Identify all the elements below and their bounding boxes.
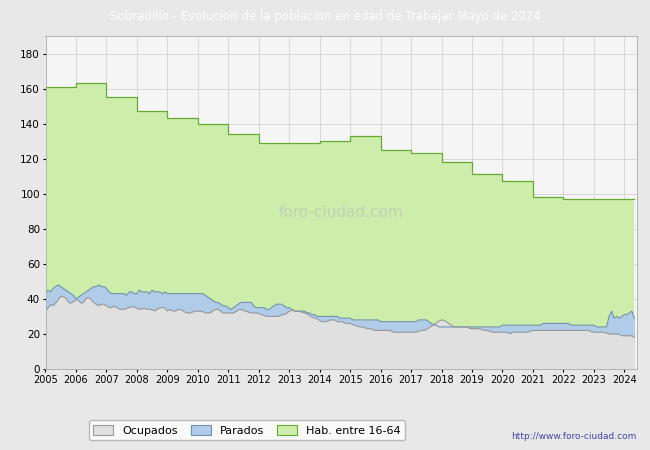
Text: foro-ciudad.com: foro-ciudad.com <box>279 205 404 220</box>
Legend: Ocupados, Parados, Hab. entre 16-64: Ocupados, Parados, Hab. entre 16-64 <box>88 420 406 440</box>
Text: http://www.foro-ciudad.com: http://www.foro-ciudad.com <box>512 432 637 441</box>
Text: Sobradillo - Evolucion de la poblacion en edad de Trabajar Mayo de 2024: Sobradillo - Evolucion de la poblacion e… <box>110 10 540 23</box>
